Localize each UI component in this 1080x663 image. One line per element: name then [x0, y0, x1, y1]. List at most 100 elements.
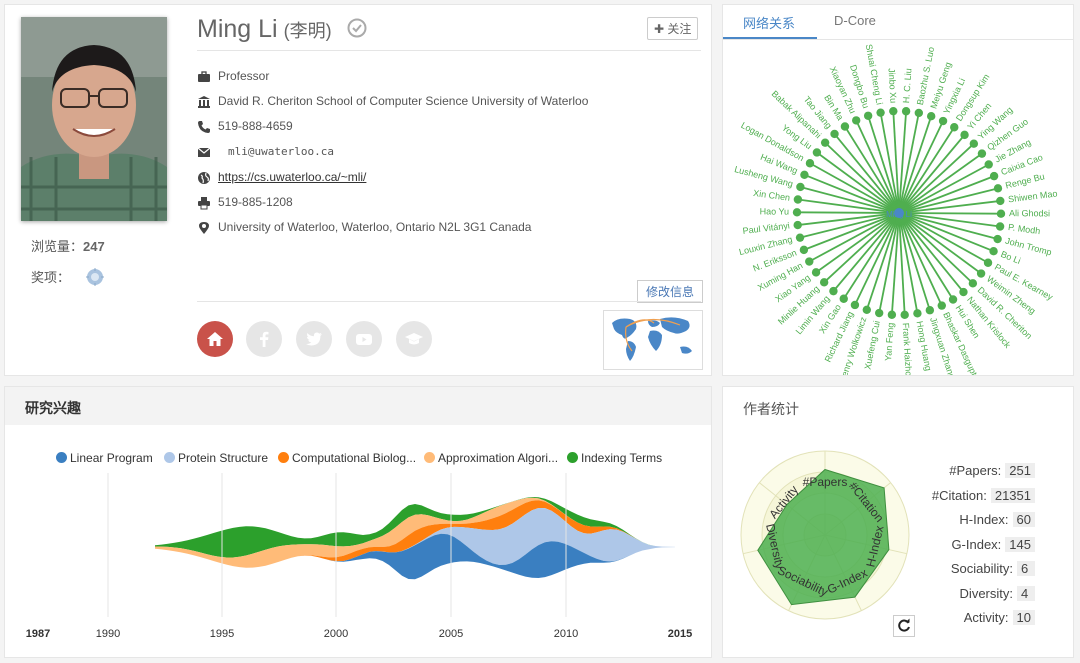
edit-info-button[interactable]: 修改信息 — [637, 280, 704, 303]
coauthor-node[interactable] — [989, 171, 999, 181]
legend-protein-structure[interactable]: Protein Structure — [164, 451, 268, 465]
coauthor-node[interactable] — [887, 310, 897, 319]
coauthor-node[interactable] — [811, 268, 821, 277]
center-node[interactable] — [894, 208, 904, 218]
coauthor-label[interactable]: P. Modh — [1007, 222, 1040, 236]
coauthor-node[interactable] — [914, 108, 924, 118]
coauthor-node[interactable] — [989, 247, 998, 256]
coauthor-node[interactable] — [960, 130, 969, 140]
graduation-cap-icon[interactable] — [396, 321, 432, 357]
coauthor-node[interactable] — [926, 112, 936, 121]
coauthor-node[interactable] — [796, 182, 805, 192]
stream-layer[interactable] — [155, 497, 675, 568]
email-row: mli@uwaterloo.ca — [197, 143, 334, 159]
coauthor-node[interactable] — [793, 220, 802, 230]
coauthor-node[interactable] — [820, 138, 830, 147]
coauthor-node[interactable] — [793, 195, 803, 204]
tab-d-core[interactable]: D-Core — [834, 13, 876, 28]
coauthor-node[interactable] — [969, 139, 979, 148]
coauthor-label[interactable]: Xin Chen — [753, 188, 791, 203]
coauthor-node[interactable] — [925, 306, 935, 315]
coauthor-node[interactable] — [984, 160, 993, 169]
coauthor-label[interactable]: Bo Li — [999, 249, 1022, 266]
coauthor-node[interactable] — [996, 209, 1006, 218]
coauthor-node[interactable] — [812, 148, 822, 157]
stream-layer[interactable] — [155, 497, 675, 558]
coauthor-node[interactable] — [948, 295, 958, 304]
coauthor-node[interactable] — [850, 300, 860, 310]
coauthor-node[interactable] — [889, 106, 898, 116]
coauthor-label[interactable]: Hao Yu — [760, 206, 789, 216]
coauthor-edge — [898, 212, 954, 300]
facebook-icon[interactable] — [246, 321, 282, 357]
coauthor-label[interactable]: Jinbo Xu — [887, 68, 899, 104]
coauthor-label[interactable]: Paul Vitányi — [742, 220, 790, 236]
legend-approximation-algorithms[interactable]: Approximation Algori... — [424, 451, 558, 465]
coauthor-node[interactable] — [900, 310, 909, 320]
youtube-icon[interactable] — [346, 321, 382, 357]
coauthor-node[interactable] — [950, 123, 959, 132]
coauthor-node[interactable] — [839, 294, 848, 303]
world-map-thumbnail[interactable] — [603, 310, 703, 370]
coauthor-node[interactable] — [799, 245, 809, 255]
network-panel: 网络关系 D-Core H. C. Liu Baozhu S. Luo Meiyu … — [722, 4, 1074, 376]
coauthor-node[interactable] — [937, 301, 946, 310]
coauthor-node[interactable] — [983, 258, 993, 267]
coauthor-edge — [898, 212, 906, 315]
coauthor-node[interactable] — [795, 233, 805, 242]
coauthor-label[interactable]: Shiwen Mao — [1008, 189, 1058, 205]
coauthor-edge — [898, 212, 965, 293]
coauthor-edge — [865, 212, 900, 311]
coauthor-label[interactable]: Yan Feng — [883, 322, 896, 361]
coauthor-label[interactable]: Hong Huang — [915, 320, 934, 372]
coauthor-node[interactable] — [993, 234, 1002, 244]
coauthor-node[interactable] — [805, 159, 815, 168]
coauthor-node[interactable] — [996, 196, 1005, 206]
coauthor-node[interactable] — [913, 309, 922, 318]
legend-computational-biology[interactable]: Computational Biolog... — [278, 451, 416, 465]
coauthor-label[interactable]: Ali Ghodsi — [1009, 208, 1050, 218]
coauthor-node[interactable] — [968, 279, 978, 288]
coauthor-node[interactable] — [852, 116, 861, 125]
homepage-link[interactable]: https://cs.uwaterloo.ca/~mli/ — [218, 170, 367, 184]
coauthor-node[interactable] — [959, 287, 968, 297]
coauthor-node[interactable] — [976, 269, 986, 278]
x-tick-label: 1995 — [210, 628, 234, 640]
x-tick-label: 2010 — [554, 628, 578, 640]
home-icon[interactable] — [197, 321, 233, 357]
coauthor-node[interactable] — [829, 286, 838, 296]
follow-button[interactable]: ✚ 关注 — [647, 17, 699, 40]
coauthor-node[interactable] — [993, 184, 1003, 193]
coauthor-node[interactable] — [938, 116, 948, 126]
coauthor-node[interactable] — [874, 308, 884, 318]
coauthor-node[interactable] — [863, 111, 873, 120]
coauthor-node[interactable] — [805, 257, 814, 266]
coauthor-node[interactable] — [830, 129, 839, 139]
coauthor-node[interactable] — [901, 107, 911, 116]
stat-row: Diversity: 4 — [960, 585, 1035, 601]
award-badge-icon[interactable] — [85, 268, 104, 289]
research-interest-streamgraph[interactable]: 1987 1990 1995 2000 2005 2010 2015 — [5, 467, 711, 657]
views-count: 浏览量：247 — [31, 239, 105, 254]
coauthor-edge — [898, 212, 943, 306]
coauthor-node[interactable] — [876, 108, 885, 117]
stream-layer[interactable] — [155, 500, 675, 568]
tab-network-relations[interactable]: 网络关系 — [743, 16, 796, 31]
coauthor-node[interactable] — [819, 278, 829, 287]
refresh-button[interactable] — [893, 615, 915, 637]
coauthor-node[interactable] — [995, 222, 1005, 231]
legend-indexing-terms[interactable]: Indexing Terms — [567, 451, 662, 465]
stream-layer[interactable] — [155, 508, 675, 568]
coauthor-label[interactable]: H. C. Liu — [901, 68, 913, 104]
coauthor-node[interactable] — [800, 170, 809, 179]
legend-linear-program[interactable]: Linear Program — [56, 451, 153, 465]
coauthor-node[interactable] — [792, 208, 802, 217]
stream-layer[interactable] — [155, 533, 675, 580]
coauthor-node[interactable] — [977, 149, 987, 158]
twitter-icon[interactable] — [296, 321, 332, 357]
coauthor-label[interactable]: Frank Haizhou — [901, 323, 914, 375]
coauthor-node[interactable] — [840, 122, 850, 131]
stat-row: #Citation: 21351 — [932, 487, 1035, 503]
coauthor-node[interactable] — [862, 305, 872, 314]
